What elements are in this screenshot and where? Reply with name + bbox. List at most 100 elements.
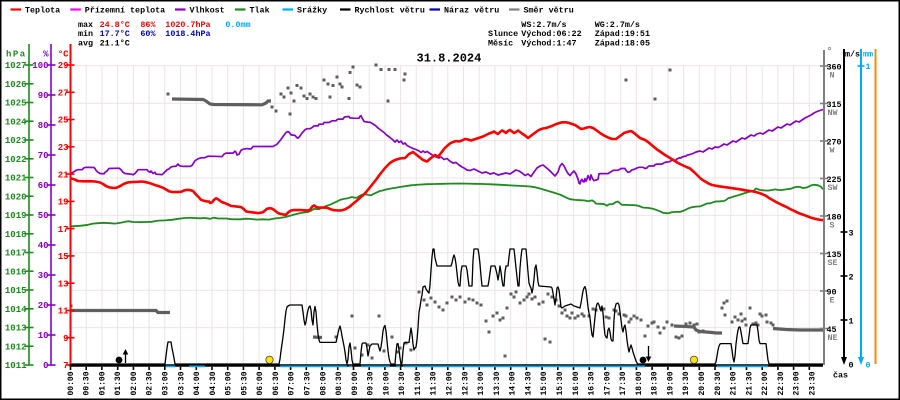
svg-text:21:30: 21:30 — [745, 371, 754, 395]
svg-text:1: 1 — [849, 317, 854, 327]
svg-text:19:30: 19:30 — [682, 371, 691, 395]
svg-text:12:30: 12:30 — [461, 371, 470, 395]
svg-text:20:00: 20:00 — [698, 371, 707, 395]
svg-text:Směr větru: Směr větru — [524, 5, 574, 15]
svg-text:29: 29 — [58, 61, 69, 71]
svg-text:1027: 1027 — [5, 61, 27, 71]
svg-text:23:30: 23:30 — [809, 371, 818, 395]
svg-text:E: E — [830, 296, 835, 306]
svg-text:11:30: 11:30 — [430, 371, 439, 395]
svg-text:Slunce: Slunce — [488, 29, 518, 39]
svg-text:50: 50 — [38, 211, 49, 221]
svg-text:22:30: 22:30 — [777, 371, 786, 395]
svg-text:13:00: 13:00 — [477, 371, 486, 395]
svg-text:0: 0 — [43, 361, 48, 371]
svg-text:08:30: 08:30 — [335, 371, 344, 395]
svg-text:70: 70 — [38, 151, 49, 161]
svg-text:00:00: 00:00 — [67, 371, 76, 395]
svg-text:1018.4hPa: 1018.4hPa — [165, 29, 210, 39]
svg-text:30: 30 — [38, 271, 49, 281]
svg-text:Západ:18:05: Západ:18:05 — [595, 38, 650, 48]
svg-text:Východ:1:47: Východ:1:47 — [521, 38, 576, 48]
svg-text:min: min — [78, 29, 93, 39]
svg-text:180: 180 — [827, 213, 842, 223]
svg-text:1017: 1017 — [5, 249, 27, 259]
svg-text:3: 3 — [849, 229, 854, 239]
svg-text:100: 100 — [32, 61, 48, 71]
svg-text:03:00: 03:00 — [162, 371, 171, 395]
svg-text:23:00: 23:00 — [793, 371, 802, 395]
svg-text:13: 13 — [58, 279, 69, 289]
svg-text:18:00: 18:00 — [635, 371, 644, 395]
svg-text:05:00: 05:00 — [225, 371, 234, 395]
svg-text:Tlak: Tlak — [250, 5, 270, 15]
svg-text:1021: 1021 — [5, 174, 27, 184]
svg-text:23: 23 — [58, 143, 69, 153]
svg-text:S: S — [830, 221, 835, 231]
svg-text:19: 19 — [58, 198, 69, 208]
svg-text:03:30: 03:30 — [177, 371, 186, 395]
svg-text:Náraz větru: Náraz větru — [444, 5, 499, 15]
svg-text:Přízemní teplota: Přízemní teplota — [85, 5, 165, 15]
svg-text:Rychlost větru: Rychlost větru — [355, 5, 425, 15]
svg-text:20: 20 — [38, 301, 49, 311]
svg-text:16:00: 16:00 — [572, 371, 581, 395]
svg-text:20:30: 20:30 — [714, 371, 723, 395]
svg-text:360: 360 — [827, 63, 842, 73]
svg-text:17: 17 — [58, 225, 69, 235]
svg-text:90: 90 — [827, 288, 837, 298]
svg-text:°C: °C — [58, 50, 69, 60]
svg-text:%: % — [43, 50, 49, 60]
svg-text:SW: SW — [828, 183, 839, 193]
svg-text:W: W — [830, 146, 836, 156]
svg-text:čas: čas — [833, 371, 848, 381]
svg-text:Západ:19:51: Západ:19:51 — [595, 29, 650, 39]
svg-text:1: 1 — [866, 62, 871, 72]
svg-text:10:00: 10:00 — [382, 371, 391, 395]
svg-text:mm: mm — [863, 50, 873, 60]
svg-text:270: 270 — [827, 138, 842, 148]
svg-text:27: 27 — [58, 88, 69, 98]
svg-text:21: 21 — [58, 170, 69, 180]
svg-text:02:30: 02:30 — [146, 371, 155, 395]
svg-text:60%: 60% — [140, 29, 156, 39]
svg-text:Východ:06:22: Východ:06:22 — [521, 29, 581, 39]
svg-text:21.1°C: 21.1°C — [100, 38, 130, 48]
svg-text:04:30: 04:30 — [209, 371, 218, 395]
svg-text:90: 90 — [38, 91, 49, 101]
svg-text:24.8°C: 24.8°C — [100, 20, 130, 30]
svg-text:40: 40 — [38, 241, 49, 251]
svg-text:18:30: 18:30 — [651, 371, 660, 395]
svg-text:04:00: 04:00 — [193, 371, 202, 395]
svg-text:07:00: 07:00 — [288, 371, 297, 395]
svg-text:NW: NW — [828, 108, 839, 118]
svg-text:02:00: 02:00 — [130, 371, 139, 395]
svg-text:86%: 86% — [140, 20, 156, 30]
svg-text:NE: NE — [828, 333, 838, 343]
svg-text:m/s: m/s — [845, 50, 860, 60]
svg-text:08:00: 08:00 — [319, 371, 328, 395]
svg-text:135: 135 — [827, 250, 842, 260]
svg-text:N: N — [830, 71, 835, 81]
svg-text:06:30: 06:30 — [272, 371, 281, 395]
svg-text:19:00: 19:00 — [666, 371, 675, 395]
svg-text:315: 315 — [827, 100, 842, 110]
svg-text:2: 2 — [849, 273, 854, 283]
svg-text:max: max — [78, 20, 93, 30]
svg-text:13:30: 13:30 — [493, 371, 502, 395]
svg-text:hPa: hPa — [6, 50, 27, 60]
svg-text:15:30: 15:30 — [556, 371, 565, 395]
svg-text:Srážky: Srážky — [297, 5, 327, 15]
svg-text:06:00: 06:00 — [256, 371, 265, 395]
svg-text:01:00: 01:00 — [98, 371, 107, 395]
svg-text:16:30: 16:30 — [588, 371, 597, 395]
svg-text:9: 9 — [63, 334, 68, 344]
svg-text:1014: 1014 — [5, 305, 27, 315]
svg-text:05:30: 05:30 — [240, 371, 249, 395]
svg-text:1022: 1022 — [5, 155, 27, 165]
svg-text:1015: 1015 — [5, 286, 27, 296]
svg-text:21:00: 21:00 — [730, 371, 739, 395]
svg-text:10: 10 — [38, 331, 49, 341]
svg-text:1011: 1011 — [5, 361, 27, 371]
svg-text:1023: 1023 — [5, 136, 27, 146]
